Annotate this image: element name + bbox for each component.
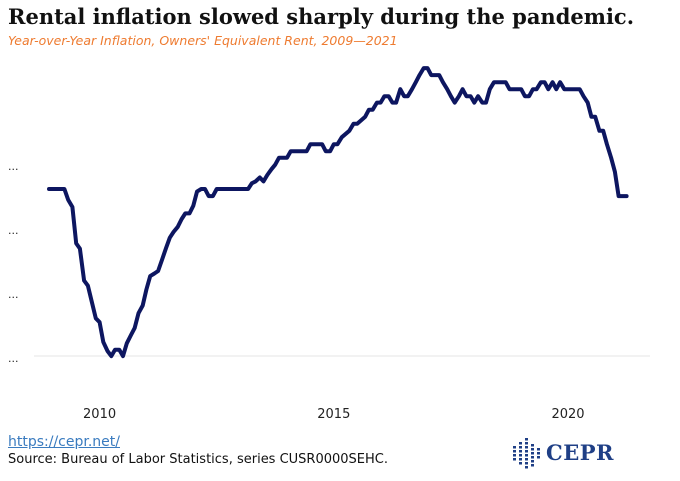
- y-tick-label: ...: [8, 160, 19, 173]
- line-chart: ............ 2010 2015 2020: [8, 66, 650, 422]
- cepr-link[interactable]: https://cepr.net/: [8, 434, 120, 450]
- x-tick-label: 2020: [551, 407, 584, 422]
- x-tick-labels: 2010 2015 2020: [83, 407, 585, 422]
- y-tick-label: ...: [8, 352, 19, 365]
- source-note: Source: Bureau of Labor Statistics, seri…: [8, 452, 389, 467]
- y-tick-labels: ............: [8, 160, 19, 365]
- series-line: [47, 66, 629, 359]
- y-tick-label: ...: [8, 288, 19, 301]
- x-tick-label: 2010: [83, 407, 116, 422]
- y-tick-label: ...: [8, 224, 19, 237]
- chart-title: Rental inflation slowed sharply during t…: [8, 4, 635, 29]
- x-tick-label: 2015: [317, 407, 350, 422]
- cepr-logo-text: CEPR: [546, 440, 614, 465]
- chart-subtitle: Year-over-Year Inflation, Owners' Equiva…: [8, 33, 398, 48]
- cepr-logo-icon: [513, 438, 540, 469]
- cepr-logo: CEPR: [510, 436, 620, 472]
